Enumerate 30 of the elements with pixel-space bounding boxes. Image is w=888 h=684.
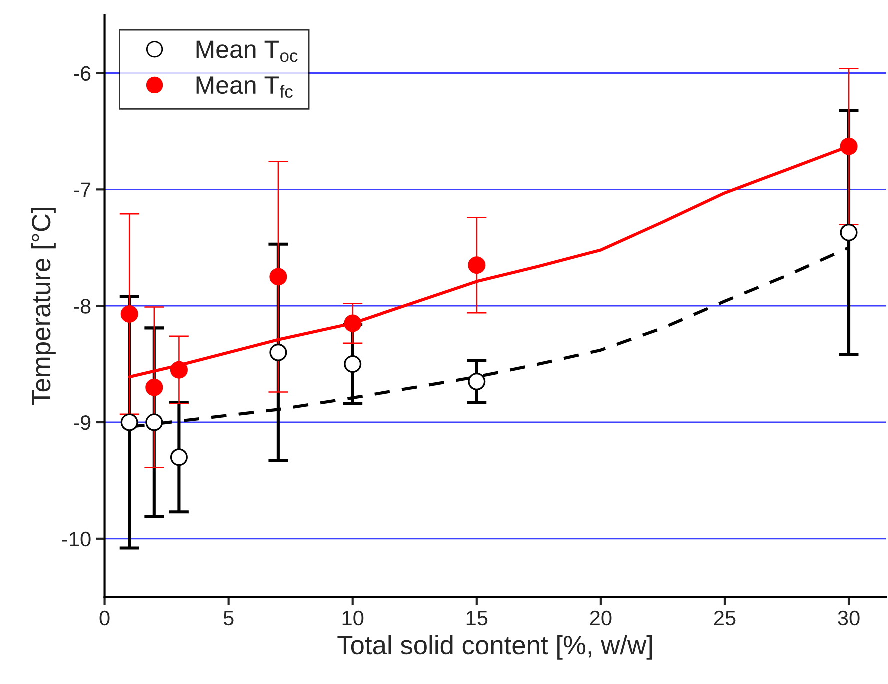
y-tick-label: -9 [74,416,91,430]
point [270,344,288,362]
point [840,224,858,242]
point [468,373,486,391]
x-tick-label: 0 [100,610,110,626]
x-tick-label: 15 [466,611,488,626]
point [840,138,858,156]
x-tick-label: 10 [342,610,364,626]
x-tick-label: 25 [714,610,736,626]
point [120,305,138,323]
point [146,414,164,432]
y-tick-label: -7 [74,182,91,198]
point [344,356,362,374]
x-tick-label: 30 [838,610,860,626]
point [170,448,188,466]
y-tick-label: -6 [74,66,91,82]
point [344,314,362,332]
y-tick-label: -8 [74,299,91,314]
point [468,256,486,274]
x-tick-label: 5 [224,611,234,626]
x-axis-title: Total solid content [%, w/w] [338,635,652,660]
point [170,361,188,379]
x-tick-label: 20 [590,610,612,626]
y-tick-label: -10 [62,532,91,547]
y-axis-title: Temperature [°C] [31,208,56,406]
legend-label: Mean T$_{oc}$ [196,40,298,62]
point [146,378,164,396]
legend-label: Mean T$_{fc}$ [196,76,293,98]
point [120,414,138,432]
point [270,268,288,286]
